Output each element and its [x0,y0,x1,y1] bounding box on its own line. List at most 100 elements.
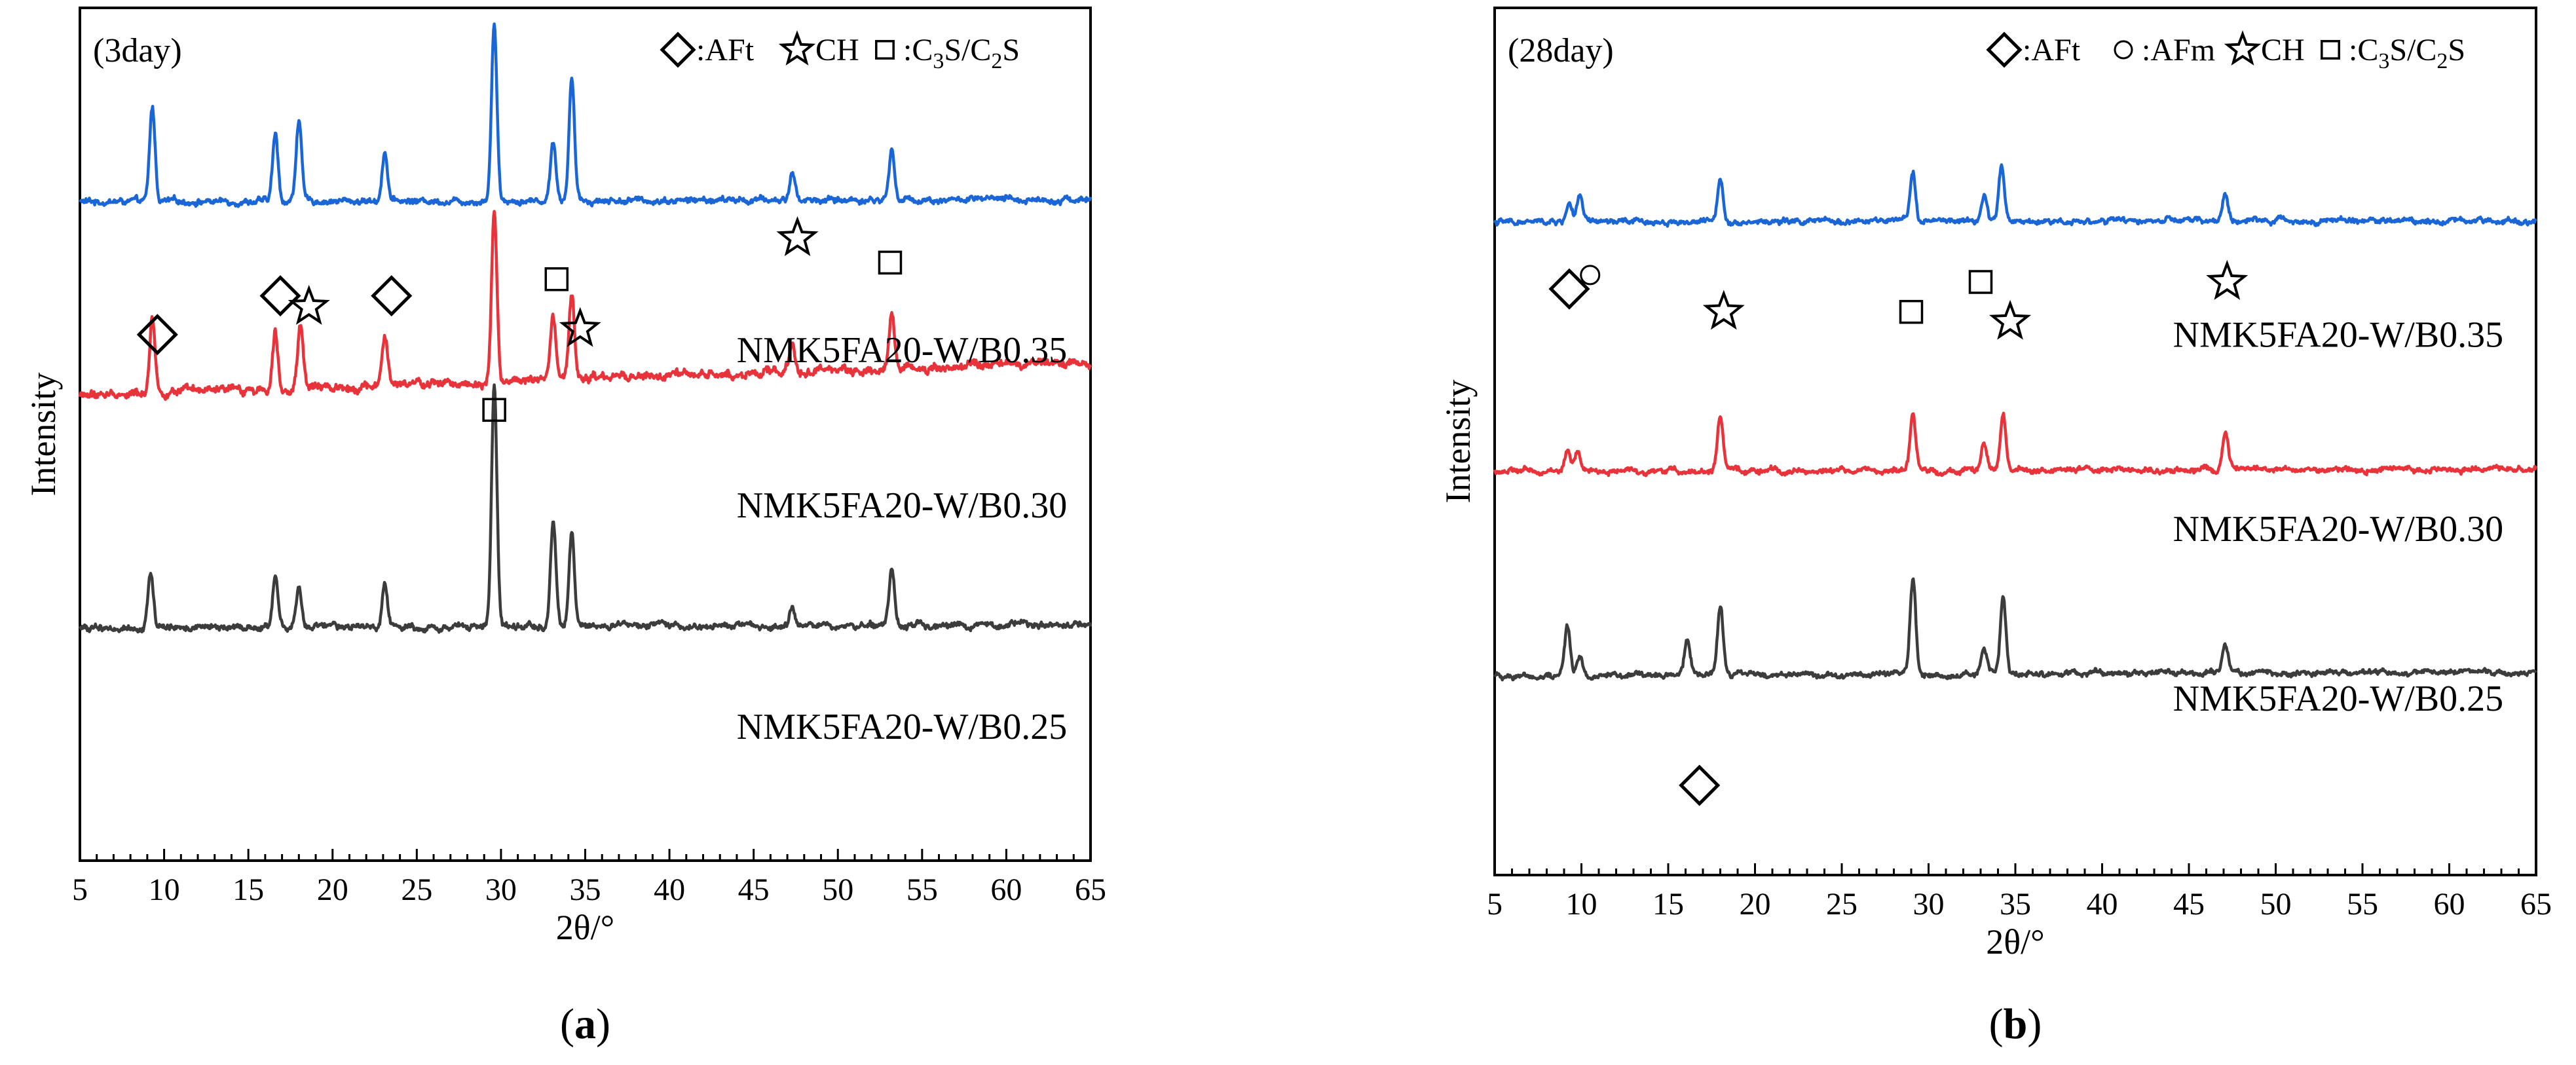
series-label: NMK5FA20-W/B0.30 [737,485,1068,526]
x-tick-label: 10 [149,872,180,907]
legend-text-part: S/C [2389,33,2436,67]
x-tick-label: 15 [233,872,264,907]
legend-subscript: 2 [991,49,1002,73]
x-tick-label: 35 [2000,887,2031,922]
caption-paren: ) [2027,1000,2042,1048]
series-line [1493,577,2537,682]
legend-text-part: S/C [944,33,991,67]
caption-paren: ( [560,1000,574,1048]
legend-label: :C3S/C2S [903,33,1020,73]
x-tick-label: 25 [401,872,432,907]
diamond-marker [371,275,413,317]
star-marker [2206,259,2249,300]
diamond-marker [660,31,696,68]
legend-label: :AFm [2142,33,2215,67]
series-label: NMK5FA20-W/B0.35 [2173,314,2504,355]
x-tick-label: 25 [1826,887,1857,922]
x-tick-label: 50 [822,872,853,907]
legend: :AFt CH :C3S/C2S [660,30,1020,73]
square-marker [1968,270,1993,294]
legend-subscript: 3 [2378,49,2389,73]
star-marker [559,307,601,347]
square-marker [1899,299,1924,324]
x-tick-label: 10 [1566,887,1597,922]
x-axis-title: 2θ/° [556,908,614,947]
series-label: NMK5FA20-W/B0.25 [2173,679,2504,719]
panel-caption: (a) [560,1000,610,1048]
x-tick-label: 20 [317,872,348,907]
x-tick-label: 30 [485,872,517,907]
x-tick-label: 45 [2173,887,2205,922]
x-tick-label: 45 [738,872,770,907]
x-tick-label: 35 [570,872,601,907]
x-tick-label: 55 [906,872,938,907]
star-marker [778,30,816,66]
legend-text-part: S [2448,33,2465,67]
x-axis-ticks [79,849,1092,861]
square-marker [544,267,569,291]
series-line [78,210,1092,402]
diamond-marker [1548,268,1590,310]
panel-caption: (b) [1989,1000,2042,1048]
series-line [1493,163,2537,228]
y-axis-title: Intensity [1438,380,1478,504]
square-marker [2321,40,2340,60]
x-tick-label: 50 [2260,887,2292,922]
series-label: NMK5FA20-W/B0.25 [737,707,1068,747]
legend-text-part: S [1002,33,1020,67]
diamond-marker [259,275,301,317]
caption-letter: a [574,1000,596,1048]
legend-label: CH [2261,33,2305,67]
x-tick-label: 65 [1075,872,1106,907]
star-marker [1702,290,1745,330]
square-marker [875,40,895,60]
x-axis-title: 2θ/° [1986,922,2044,962]
legend-label: :AFt [2023,33,2081,67]
panel-title: (3day) [93,32,182,69]
x-tick-label: 60 [990,872,1022,907]
legend-label: CH [815,33,859,67]
panel-title: (28day) [1508,32,1614,69]
diamond-marker [1679,764,1721,806]
x-tick-label: 40 [654,872,685,907]
series-line [78,383,1092,634]
caption-paren: ( [1989,1000,2004,1048]
series-line [79,22,1092,208]
x-tick-label: 40 [2087,887,2118,922]
caption-letter: b [2004,1000,2028,1048]
x-tick-label: 65 [2520,887,2552,922]
x-tick-label: 30 [1913,887,1945,922]
star-marker [1988,299,2032,340]
panel-a-chart: 5 10 15 20 25 30 35 40 45 50 55 60 65 2θ/° Intensity (3… [24,7,1106,1048]
x-tick-label: 60 [2434,887,2465,922]
x-axis-ticks [1493,863,2537,875]
x-tick-label: 5 [72,872,88,907]
series-label: NMK5FA20-W/B0.30 [2173,509,2504,550]
legend-label: :AFt [696,33,755,67]
legend: :AFt :AFm CH :C3S/C2S [1986,30,2465,73]
square-marker [482,398,506,422]
star-marker [288,284,330,325]
legend-text-part: :C [903,33,933,67]
series-label: NMK5FA20-W/B0.35 [737,330,1068,371]
diamond-marker [136,314,178,356]
caption-paren: ) [596,1000,610,1048]
legend-label: :C3S/C2S [2349,33,2465,73]
circle-marker [2114,40,2133,60]
diamond-marker [1986,31,2023,68]
series-line [1493,411,2538,477]
x-tick-label: 15 [1652,887,1684,922]
circle-marker [1580,265,1601,286]
legend-subscript: 3 [933,49,944,73]
panel-b-chart: 5 10 15 20 25 30 35 40 45 50 55 60 65 2θ/° Intensity (2… [1438,7,2552,1048]
x-tick-label: 5 [1487,887,1503,922]
star-marker [2224,30,2262,66]
x-tick-label: 20 [1740,887,1771,922]
star-marker [776,215,819,257]
legend-text-part: :C [2349,33,2378,67]
legend-subscript: 2 [2436,49,2448,73]
square-marker [878,250,903,275]
x-tick-label: 55 [2347,887,2378,922]
